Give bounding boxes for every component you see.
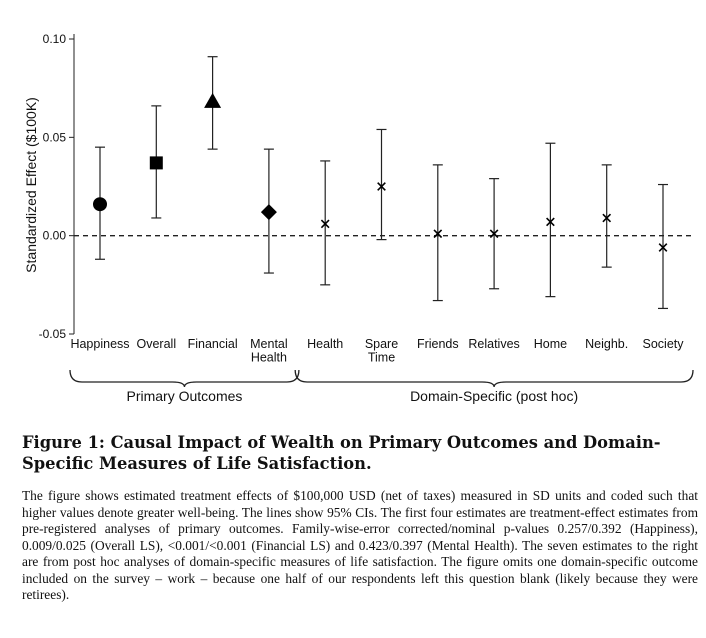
ci-bar bbox=[376, 128, 387, 241]
point-x bbox=[602, 213, 612, 223]
ci-bar bbox=[545, 142, 556, 298]
y-tick-label: -0.05 bbox=[39, 327, 67, 341]
x-tick-label: Overall bbox=[137, 337, 177, 351]
x-axis-labels: Happiness Overall Financial MentalHealthHea… bbox=[70, 337, 684, 365]
x-tick-label: Financial bbox=[188, 337, 238, 351]
group-label: Domain-Specific (post hoc) bbox=[410, 388, 578, 404]
group-label: Primary Outcomes bbox=[126, 388, 242, 404]
point-triangle bbox=[204, 92, 222, 108]
group-braces: Primary Outcomes Domain-Specific (post ho… bbox=[69, 369, 694, 404]
point-x-stroke bbox=[320, 219, 330, 229]
x-tick-label: Health bbox=[307, 337, 343, 351]
x-tick-label: Neighb. bbox=[585, 337, 628, 351]
x-tick-label: Society bbox=[643, 337, 685, 351]
point-x bbox=[320, 219, 330, 229]
point-x-stroke bbox=[658, 243, 668, 252]
point-x-stroke bbox=[602, 213, 612, 223]
point-estimates bbox=[93, 92, 668, 252]
x-tick-label: Mental bbox=[250, 337, 288, 351]
group-brace bbox=[294, 369, 694, 388]
ci-bar bbox=[601, 164, 612, 268]
point-x-stroke bbox=[377, 182, 386, 191]
x-tick-label: Time bbox=[368, 351, 395, 365]
point-x bbox=[489, 229, 499, 239]
point-x-stroke bbox=[489, 229, 499, 239]
y-tick-label: 0.10 bbox=[43, 32, 67, 46]
y-axis: -0.05 0.00 0.05 0.10 bbox=[39, 32, 75, 341]
point-circle bbox=[93, 197, 107, 212]
y-tick-label: 0.00 bbox=[43, 229, 67, 243]
x-tick-label: Relatives bbox=[468, 337, 519, 351]
x-tick-label: Spare bbox=[365, 337, 398, 351]
x-tick-label: Friends bbox=[417, 337, 459, 351]
group-brace bbox=[69, 369, 300, 388]
figure-caption: Figure 1: Causal Impact of Wealth on Pri… bbox=[22, 432, 698, 604]
point-x-stroke bbox=[433, 229, 443, 239]
point-x bbox=[433, 229, 443, 239]
point-diamond bbox=[260, 204, 277, 221]
confidence-intervals bbox=[95, 56, 668, 310]
y-tick-label: 0.05 bbox=[43, 130, 67, 144]
x-tick-label: Health bbox=[251, 351, 287, 365]
point-x bbox=[658, 243, 668, 252]
point-x bbox=[546, 217, 555, 227]
figure-description: The figure shows estimated treatment eff… bbox=[22, 488, 698, 602]
point-square bbox=[149, 156, 163, 170]
x-tick-label: Happiness bbox=[70, 337, 129, 351]
point-x bbox=[377, 182, 386, 191]
x-tick-label: Home bbox=[534, 337, 567, 351]
effect-chart: -0.05 0.00 0.05 0.10 Happiness Overall Financ… bbox=[23, 32, 695, 404]
y-axis-label: Standardized Effect ($100K) bbox=[23, 97, 39, 273]
point-x-stroke bbox=[546, 217, 555, 227]
figure-title: Figure 1: Causal Impact of Wealth on Pri… bbox=[22, 433, 661, 473]
